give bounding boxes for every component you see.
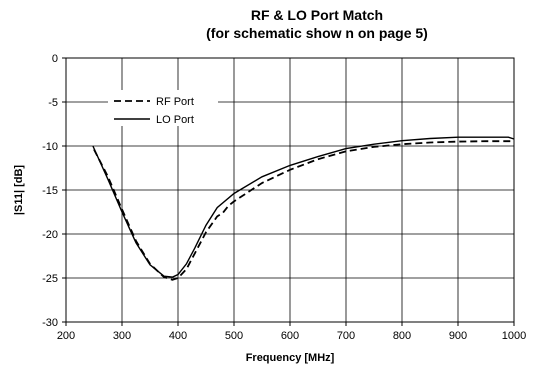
series-group bbox=[92, 136, 515, 281]
y-tick-label: -30 bbox=[42, 317, 58, 329]
y-tick-label: -5 bbox=[48, 97, 58, 109]
x-tick-label: 1000 bbox=[502, 330, 526, 342]
chart-subtitle: (for schematic show n on page 5) bbox=[206, 25, 428, 41]
y-tick-label: -20 bbox=[42, 229, 58, 241]
x-tick-label: 900 bbox=[449, 330, 467, 342]
legend-label: RF Port bbox=[156, 96, 194, 108]
x-tick-label: 600 bbox=[281, 330, 299, 342]
legend-box bbox=[108, 90, 218, 126]
y-tick-label: -25 bbox=[42, 273, 58, 285]
y-axis-label: |S11| [dB] bbox=[13, 165, 25, 216]
x-tick-label: 400 bbox=[169, 330, 187, 342]
x-tick-label: 800 bbox=[393, 330, 411, 342]
y-tick-label: 0 bbox=[52, 53, 58, 65]
x-tick-label: 300 bbox=[113, 330, 131, 342]
legend-label: LO Port bbox=[156, 114, 194, 126]
x-tick-label: 500 bbox=[225, 330, 243, 342]
chart-title: RF & LO Port Match bbox=[251, 7, 383, 23]
x-axis-label: Frequency [MHz] bbox=[246, 352, 335, 364]
tick-labels: 200 300 400 500 600 700 800 900 1000 0 -5 -10 -15 -20… bbox=[42, 53, 526, 342]
y-tick-label: -15 bbox=[42, 185, 58, 197]
series-line-lo-port bbox=[92, 136, 515, 278]
legend: RF Port LO Port bbox=[108, 90, 218, 126]
x-tick-label: 700 bbox=[337, 330, 355, 342]
y-tick-label: -10 bbox=[42, 141, 58, 153]
x-tick-label: 200 bbox=[57, 330, 75, 342]
